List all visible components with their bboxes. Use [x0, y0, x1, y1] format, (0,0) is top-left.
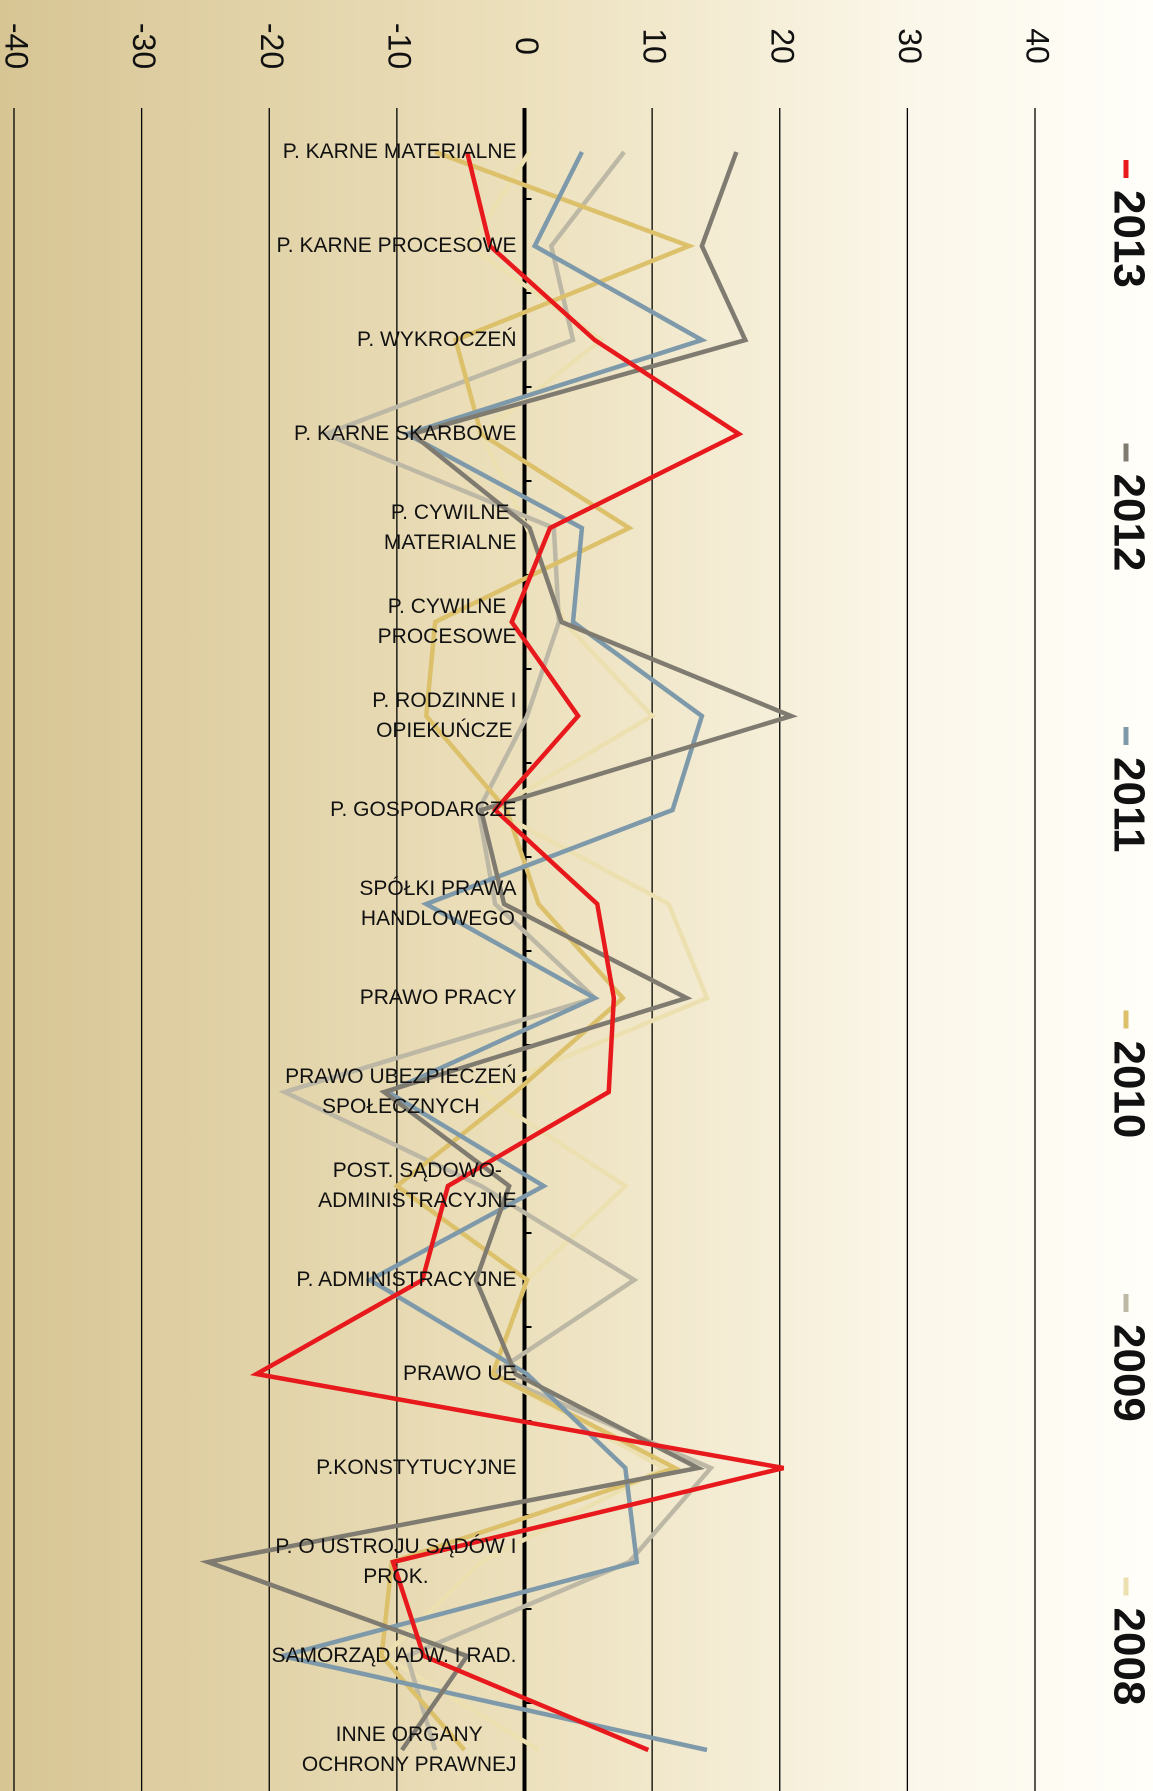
category-label: P. KARNE PROCESOWE — [276, 234, 517, 257]
x-tick-label: 10 — [637, 28, 673, 64]
x-tick-label: 20 — [764, 28, 800, 64]
category-label: PRAWO PRACY — [359, 986, 517, 1009]
category-label: INNE ORGANY OCHRONY PRAWNEJ — [301, 1723, 517, 1776]
category-label: PRAWO UE — [402, 1362, 517, 1385]
x-tick-label: 30 — [892, 28, 928, 64]
category-label: P. GOSPODARCZE — [330, 798, 517, 821]
x-tick-label: -30 — [126, 23, 162, 69]
x-tick-label: -20 — [254, 23, 290, 69]
legend-label: 2009 — [1104, 1324, 1153, 1422]
category-label: P. ADMINISTRACYJNE — [296, 1268, 517, 1291]
series-line — [278, 150, 715, 1751]
x-tick-label: -10 — [381, 23, 417, 69]
series-line — [249, 151, 785, 1753]
category-label: P. CYWILNE MATERIALNE — [383, 501, 517, 554]
category-label: PRAWO UBEZPIECZEŃ SPOŁECZNYCH — [285, 1065, 517, 1118]
category-label: SPÓŁKI PRAWA HANDLOWEGO — [359, 877, 517, 930]
legend-label: 2012 — [1104, 474, 1153, 572]
legend-label: 2013 — [1104, 190, 1153, 288]
category-label: P. KARNE MATERIALNE — [282, 140, 517, 163]
category-label: P. O USTROJU SĄDÓW I PROK. — [275, 1535, 517, 1588]
series-line — [281, 150, 708, 1753]
category-label: POST. SĄDOWO- ADMINISTRACYJNE — [318, 1159, 517, 1212]
x-tick-label: 0 — [509, 37, 545, 55]
category-label: P. CYWILNE PROCESOWE — [377, 595, 517, 648]
legend-label: 2010 — [1104, 1041, 1153, 1139]
category-label: P. WYKROCZEŃ — [357, 328, 517, 351]
series-line — [199, 151, 798, 1752]
legend-label: 2008 — [1104, 1608, 1153, 1706]
x-tick-label: -40 — [0, 23, 35, 69]
category-label: SAMORZĄD ADW. I RAD. — [271, 1644, 517, 1667]
category-label: P. RODZINNE I OPIEKUŃCZE — [372, 689, 517, 742]
x-tick-label: 40 — [1020, 28, 1056, 64]
category-label: P.KONSTYTUCYJNE — [316, 1456, 517, 1479]
category-label: P. KARNE SKARBOWE — [293, 422, 517, 445]
legend-label: 2011 — [1104, 757, 1153, 852]
